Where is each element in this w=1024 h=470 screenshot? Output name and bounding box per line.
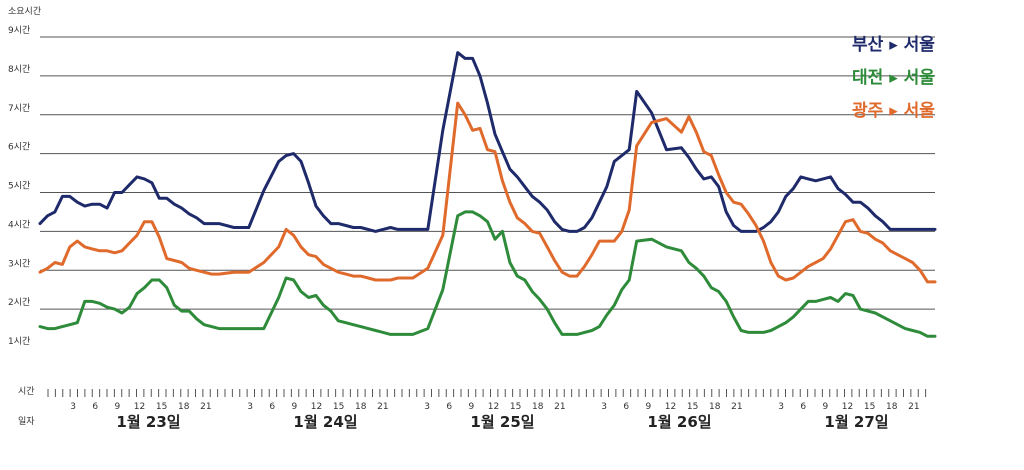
hour-tick-label: 9 (115, 402, 121, 412)
hour-tick-label: 3 (424, 402, 430, 412)
gridlines (40, 36, 935, 310)
hour-tick-label: 9 (469, 402, 475, 412)
hour-tick-label: 3 (247, 402, 253, 412)
series-line-2 (38, 101, 937, 284)
hour-tick-label: 3 (70, 402, 76, 412)
hour-tick-label: 15 (864, 402, 875, 412)
hour-tick-label: 6 (446, 402, 452, 412)
hour-tick-label: 3 (601, 402, 607, 412)
hour-tick-label: 6 (623, 402, 629, 412)
hour-tick-label: 3 (778, 402, 784, 412)
series-line-1 (38, 210, 937, 338)
hour-tick-label: 6 (92, 402, 98, 412)
y-tick-label: 3시간 (8, 258, 30, 269)
legend-entry: 대전 ▸ 서울 (852, 68, 935, 88)
hour-tick-label: 12 (665, 402, 676, 412)
hour-tick-label: 6 (269, 402, 275, 412)
hour-tick-label: 18 (709, 402, 721, 412)
hour-tick-label: 21 (377, 402, 388, 412)
hour-tick-label: 9 (646, 402, 652, 412)
y-tick-label: 6시간 (8, 142, 30, 153)
series-lines (38, 51, 937, 338)
hour-tick-label: 9 (292, 402, 298, 412)
hour-tick-label: 12 (488, 402, 499, 412)
y-tick-label: 7시간 (8, 103, 30, 114)
hour-tick-label: 6 (800, 402, 806, 412)
day-label: 1월 25일 (470, 413, 534, 431)
legend-entry: 부산 ▸ 서울 (852, 35, 935, 55)
y-tick-label: 8시간 (8, 64, 30, 75)
y-tick-label: 2시간 (8, 297, 30, 308)
y-tick-labels: 1시간 2시간 3시간 4시간 5시간 6시간 7시간 8시간 9시간 (8, 25, 30, 347)
hour-tick-label: 18 (532, 402, 544, 412)
hour-tick-label: 15 (510, 402, 521, 412)
y-tick-label: 1시간 (8, 336, 30, 347)
y-tick-label: 9시간 (8, 25, 30, 36)
hour-tick-label: 15 (687, 402, 698, 412)
y-tick-label: 5시간 (8, 181, 30, 192)
hour-tick-label: 21 (908, 402, 919, 412)
x-row1-label: 시간 (18, 386, 35, 397)
hour-tick-label: 21 (731, 402, 742, 412)
day-label: 1월 27일 (824, 413, 888, 431)
hour-tick-label: 21 (554, 402, 565, 412)
legend-entry: 광주 ▸ 서울 (852, 101, 935, 121)
y-tick-label: 4시간 (8, 219, 30, 230)
day-label: 1월 23일 (116, 413, 180, 431)
hour-tick-label: 9 (823, 402, 829, 412)
day-label: 1월 24일 (293, 413, 357, 431)
hour-tick-label: 12 (134, 402, 145, 412)
hour-tick-label: 18 (178, 402, 190, 412)
hour-tick-label: 18 (886, 402, 898, 412)
hour-tick-label: 15 (333, 402, 344, 412)
x-axis: 시간 일자 3 6 9 12 15 18 21 1월 23일 3 6 9 12 15 18 21 1월 24일… (18, 386, 927, 431)
series-line-0 (38, 51, 937, 233)
hour-tick-label: 12 (842, 402, 853, 412)
x-row2-label: 일자 (18, 416, 35, 427)
hour-tick-label: 15 (156, 402, 167, 412)
y-axis-title: 소요시간 (8, 6, 41, 17)
day-label: 1월 26일 (647, 413, 711, 431)
hour-tick-label: 21 (200, 402, 211, 412)
hour-tick-label: 18 (355, 402, 367, 412)
hour-tick-label: 12 (311, 402, 322, 412)
